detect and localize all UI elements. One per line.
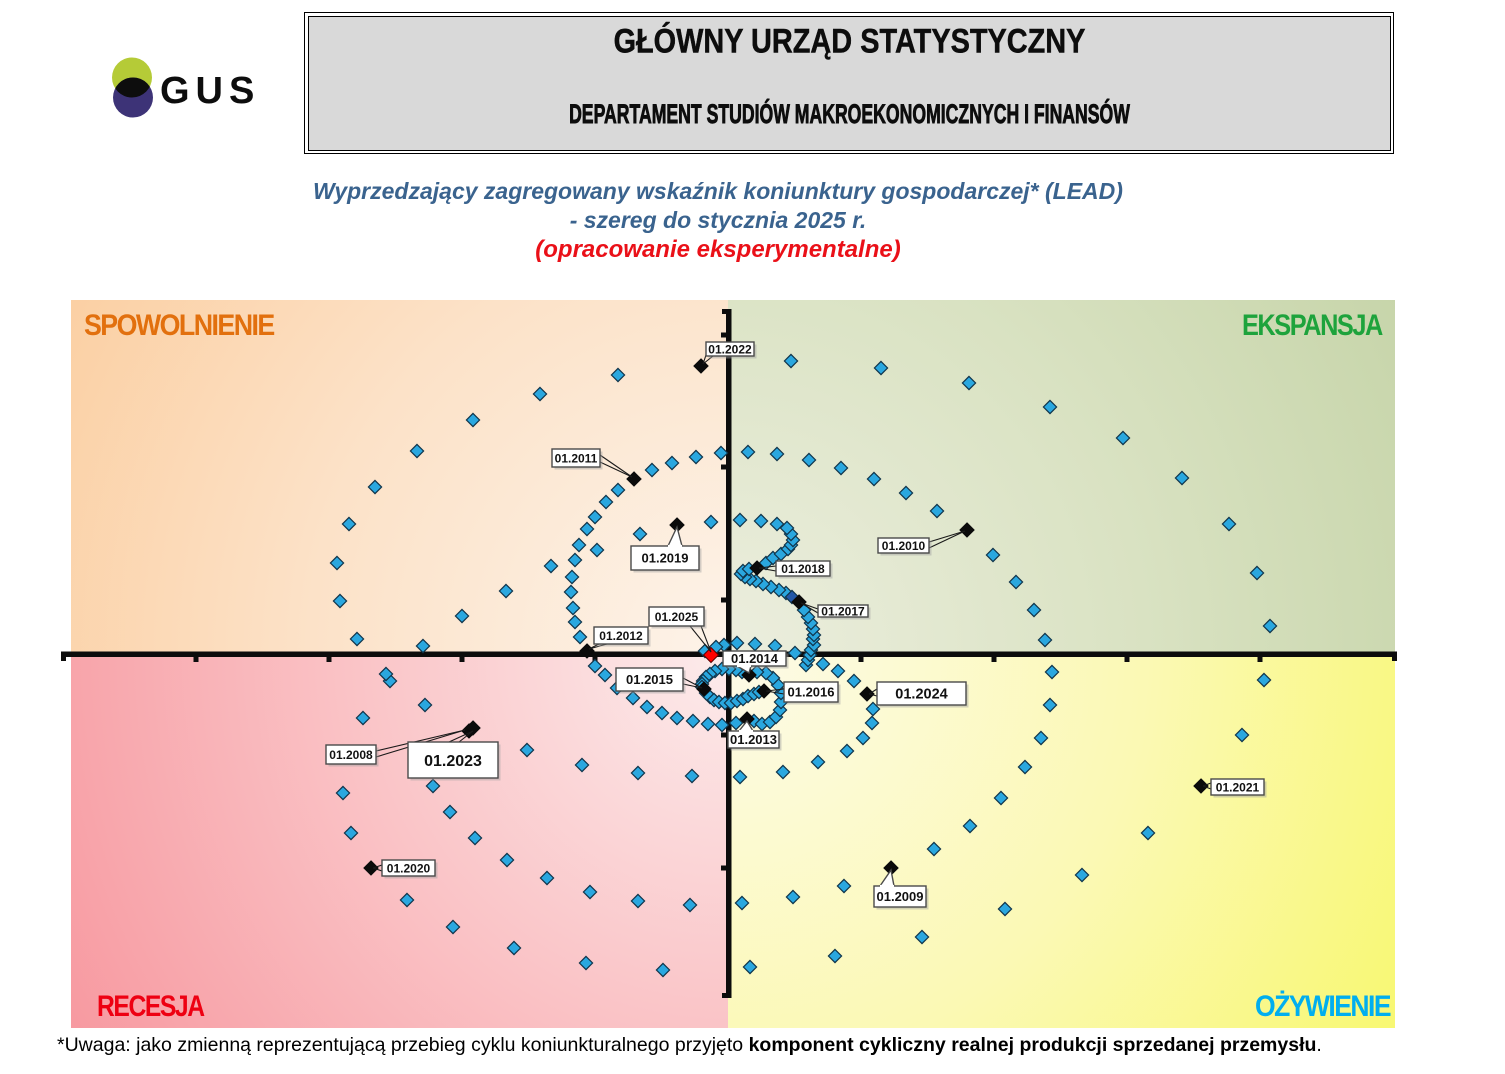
svg-text:01.2019: 01.2019 — [642, 551, 689, 566]
svg-text:01.2020: 01.2020 — [387, 861, 431, 875]
svg-text:01.2022: 01.2022 — [708, 342, 752, 356]
svg-text:01.2018: 01.2018 — [781, 562, 825, 576]
svg-text:01.2008: 01.2008 — [329, 748, 373, 762]
svg-text:01.2017: 01.2017 — [821, 604, 865, 618]
svg-text:GUS: GUS — [160, 70, 260, 112]
svg-text:01.2025: 01.2025 — [655, 610, 699, 624]
svg-text:01.2013: 01.2013 — [730, 732, 777, 747]
svg-text:OŻYWIENIE: OŻYWIENIE — [1255, 988, 1391, 1022]
svg-text:01.2024: 01.2024 — [895, 687, 947, 703]
svg-text:01.2021: 01.2021 — [1216, 780, 1260, 794]
svg-text:01.2023: 01.2023 — [424, 753, 482, 770]
svg-text:01.2012: 01.2012 — [599, 629, 643, 643]
svg-text:01.2011: 01.2011 — [555, 451, 598, 465]
svg-text:01.2015: 01.2015 — [626, 672, 673, 687]
svg-text:01.2014: 01.2014 — [731, 651, 779, 666]
svg-text:SPOWOLNIENIE: SPOWOLNIENIE — [84, 309, 274, 343]
svg-text:01.2010: 01.2010 — [882, 539, 926, 553]
svg-text:RECESJA: RECESJA — [97, 989, 205, 1023]
svg-text:01.2016: 01.2016 — [788, 685, 835, 700]
svg-text:EKSPANSJA: EKSPANSJA — [1242, 308, 1383, 341]
svg-text:01.2009: 01.2009 — [877, 889, 924, 904]
